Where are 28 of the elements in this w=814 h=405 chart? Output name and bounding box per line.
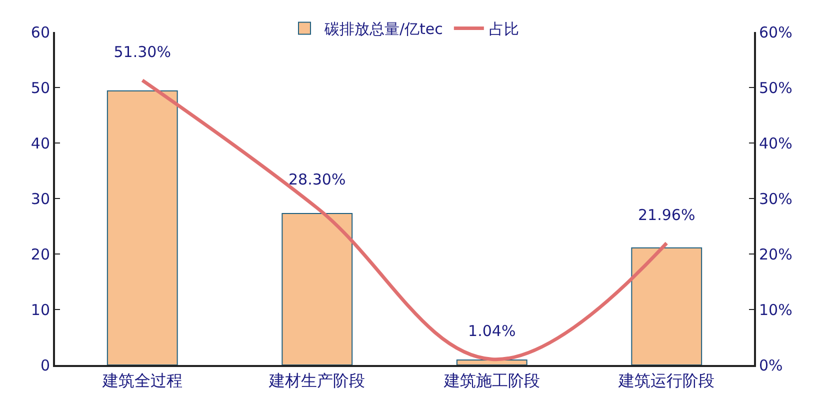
bar — [106, 90, 178, 365]
x-tick-label: 建筑运行阶段 — [618, 371, 715, 390]
data-label: 28.30% — [288, 170, 346, 189]
bar — [456, 360, 528, 365]
y-tick-label: 50 — [30, 78, 50, 97]
y-tick-label: 30 — [30, 190, 50, 208]
bar — [631, 247, 702, 365]
x-tick-label: 建材生产阶段 — [268, 371, 366, 390]
y-tick-label: 60 — [30, 23, 50, 42]
y2-tick-label: 60% — [759, 23, 792, 42]
legend-label: 占比 — [488, 20, 519, 38]
y-tick-label: 20 — [30, 245, 50, 264]
y2-tick-label: 40% — [759, 134, 792, 152]
x-tick-label: 建筑全过程 — [101, 371, 182, 390]
y-tick-label: 40 — [30, 134, 50, 152]
data-label: 21.96% — [638, 206, 696, 224]
y2-tick-label: 20% — [759, 245, 792, 264]
y2-tick-label: 30% — [759, 190, 792, 208]
y2-tick-label: 50% — [759, 78, 792, 97]
data-label: 51.30% — [114, 43, 171, 62]
x-tick-label: 建筑施工阶段 — [442, 371, 540, 390]
bar — [282, 212, 353, 365]
y-tick-label: 10 — [30, 300, 50, 319]
y-tick-label: 0 — [40, 356, 50, 374]
legend-label: 碳排放总量/亿tec — [324, 20, 443, 38]
y2-tick-label: 0% — [759, 356, 783, 374]
y2-tick-label: 10% — [759, 300, 792, 319]
data-label: 1.04% — [468, 322, 516, 340]
